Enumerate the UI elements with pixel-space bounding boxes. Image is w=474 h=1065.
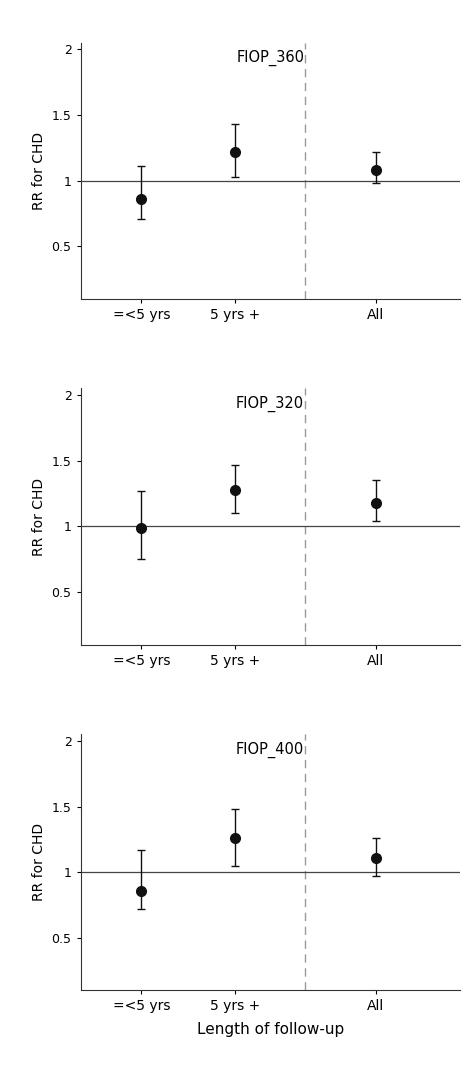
X-axis label: Length of follow-up: Length of follow-up [197,1021,344,1037]
Y-axis label: RR for CHD: RR for CHD [32,823,46,901]
Text: FIOP_400: FIOP_400 [236,742,304,758]
Y-axis label: RR for CHD: RR for CHD [32,477,46,556]
Y-axis label: RR for CHD: RR for CHD [32,132,46,210]
Text: FIOP_360: FIOP_360 [236,50,304,66]
Text: FIOP_320: FIOP_320 [236,396,304,412]
